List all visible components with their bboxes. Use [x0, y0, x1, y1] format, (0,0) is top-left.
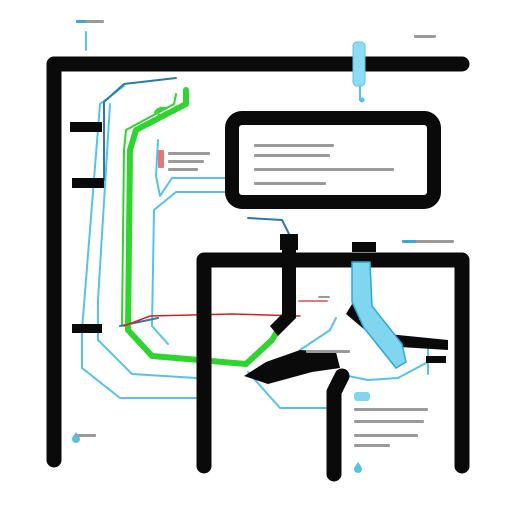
junction-right-beam	[346, 304, 448, 350]
pipe-green-main	[125, 87, 281, 367]
text-line	[158, 150, 164, 168]
leaf-icon	[153, 106, 168, 117]
junction-right-tab	[426, 356, 446, 363]
pipe-label-branch	[155, 139, 227, 197]
text-line	[354, 444, 390, 447]
text-line	[306, 350, 350, 353]
frame-top-main	[46, 56, 470, 468]
pipe-lower-diagonal	[247, 371, 331, 409]
illegible-text-accent	[76, 20, 416, 243]
pipe-mid-diagonal	[299, 317, 337, 351]
text-line	[168, 152, 210, 155]
marker-cyan-bar	[354, 392, 370, 401]
text-line	[298, 300, 328, 302]
tag-middle	[72, 178, 104, 188]
junction-wedge	[244, 350, 340, 384]
text-line	[168, 168, 198, 171]
black-junctions	[244, 234, 448, 384]
text-line	[318, 296, 330, 298]
text-line	[254, 154, 330, 157]
cyan-conduit	[351, 261, 407, 369]
panel-box	[225, 111, 441, 209]
cyan-pipes	[81, 31, 429, 409]
frame-tags	[70, 122, 376, 333]
text-line	[168, 160, 204, 163]
drop-icon	[72, 432, 80, 443]
pipe-lower-right-arc	[337, 361, 429, 381]
text-line	[354, 408, 428, 411]
pipe-steel-junction	[247, 217, 291, 237]
top-fitting	[352, 41, 366, 87]
pipe-outer-left-loop	[81, 85, 197, 399]
tag-right	[352, 242, 376, 252]
frame-lower-structure	[196, 252, 470, 474]
marker-dot-top	[359, 97, 365, 103]
illegible-text-red	[158, 150, 328, 302]
pipe-red-line	[123, 313, 301, 327]
pipe-steel-upper	[103, 77, 177, 181]
black-frame	[46, 56, 470, 482]
tag-upper	[70, 122, 102, 132]
text-line	[254, 182, 326, 185]
pipe-mid-branch	[151, 191, 227, 345]
text-line	[354, 420, 424, 423]
text-line	[354, 434, 418, 437]
junction-riser	[270, 246, 296, 336]
pipe-green-inner	[121, 93, 177, 325]
text-line	[76, 20, 86, 23]
text-line	[254, 144, 334, 147]
frame-center-column	[326, 368, 350, 482]
text-line	[76, 434, 96, 437]
drop-icon	[354, 462, 362, 473]
tag-lower	[72, 324, 102, 333]
text-line	[414, 35, 436, 38]
pipe-left-inner-run	[97, 103, 197, 379]
text-line	[254, 168, 394, 171]
text-line	[402, 240, 416, 243]
